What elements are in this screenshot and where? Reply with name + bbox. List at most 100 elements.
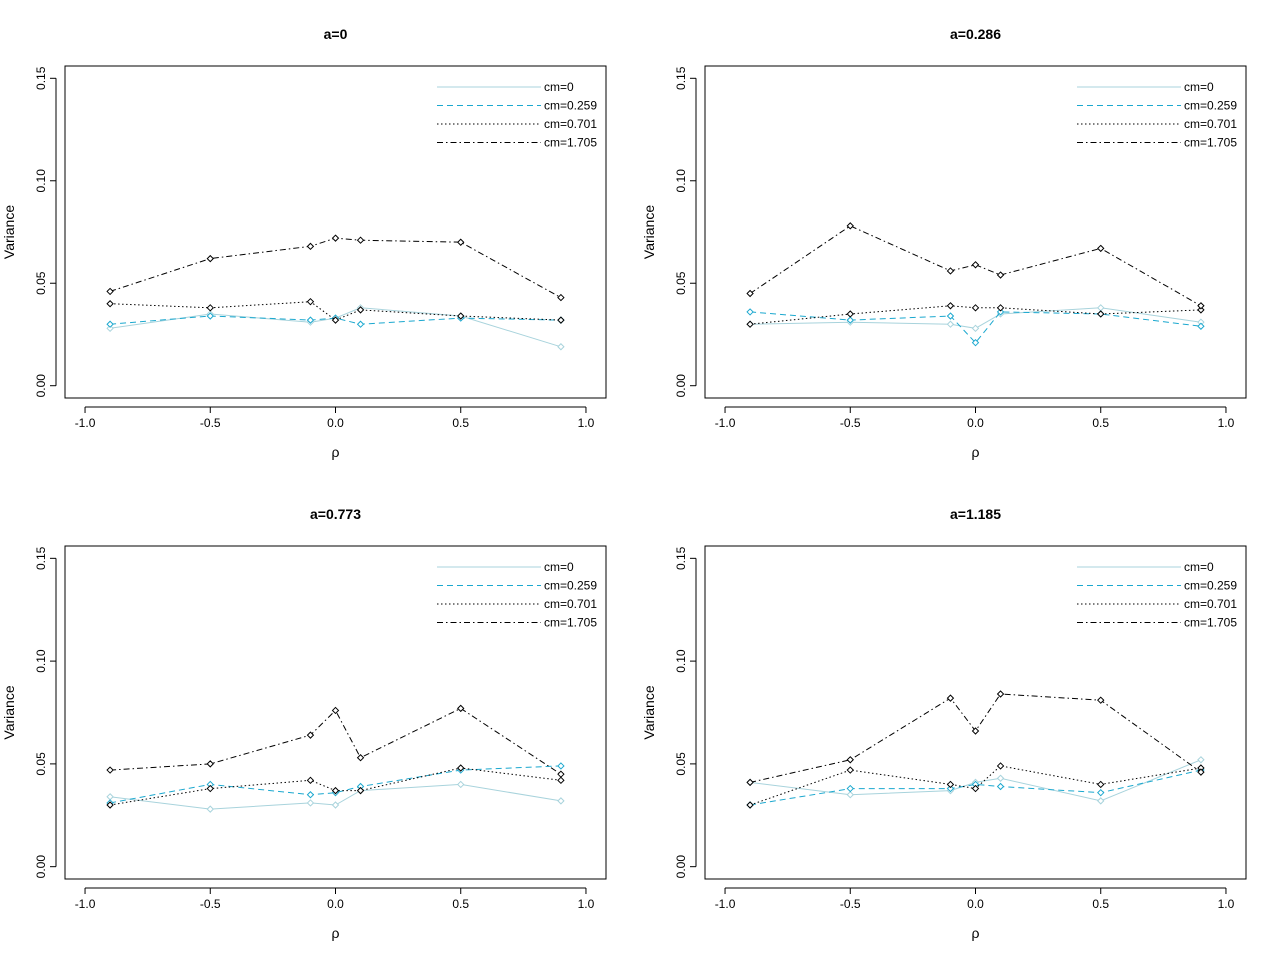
legend-label: cm=0.701 [1184,597,1237,611]
plot-frame [64,545,607,880]
data-point [306,242,315,251]
y-tick-label: 0.15 [674,66,688,90]
y-tick-label: 0.00 [34,855,48,879]
data-point [306,316,315,324]
legend-label: cm=0 [544,80,574,94]
data-point [1197,306,1205,314]
x-tick-label: 1.0 [1218,416,1235,430]
x-tick-label: 1.0 [578,416,595,430]
data-point [457,704,465,713]
data-point [746,801,754,809]
y-axis-label: Variance [1,685,17,739]
data-point [1197,302,1205,310]
data-point [356,754,365,762]
x-tick-label: -0.5 [840,416,861,430]
x-tick-label: 0.5 [1092,416,1109,430]
data-point [557,762,565,770]
data-point [1097,788,1105,797]
y-tick-label: 0.05 [674,752,688,776]
data-point [846,784,854,793]
data-point [746,778,754,787]
x-tick-label: 0.0 [967,897,984,911]
data-point [746,308,754,316]
series-line [110,765,561,804]
data-point [1097,310,1105,318]
y-tick-label: 0.10 [34,169,48,193]
data-point [946,302,955,310]
chart-title: a=1.185 [950,506,1001,522]
x-tick-label: -1.0 [75,897,96,911]
data-point [1097,304,1105,312]
data-point [1097,797,1105,805]
legend-label: cm=0.259 [544,99,597,113]
data-point [846,222,854,230]
data-point [106,801,114,809]
data-point [331,316,340,324]
series-line [110,307,562,348]
data-point [557,293,565,302]
x-axis-label: ρ [972,925,980,941]
y-tick-label: 0.15 [674,546,688,570]
series-line [110,767,561,806]
series-line [109,237,562,299]
data-point [946,780,955,789]
data-point [106,766,114,774]
data-point [206,304,214,312]
data-point [306,297,315,306]
x-tick-label: -1.0 [75,416,96,430]
y-tick-label: 0.15 [34,66,48,90]
y-tick-label: 0.00 [34,374,48,398]
y-tick-label: 0.10 [674,169,688,193]
legend-label: cm=0 [1184,560,1214,574]
y-axis-label: Variance [641,685,657,739]
legend-label: cm=0.259 [544,579,597,593]
chart-title: a=0.773 [310,506,361,522]
data-point [106,300,114,308]
data-point [306,799,315,807]
data-point [1097,780,1105,789]
data-point [996,782,1005,791]
x-tick-label: -0.5 [840,897,861,911]
y-tick-label: 0.10 [674,649,688,673]
data-point [971,304,980,312]
data-point [356,786,365,795]
chart-panel: a=1.185 -1.0 -0.5 0.0 0.5 1.0 ρ 0.00 0.05 0.10 0.1… [641,506,1247,941]
chart-panel: a=0.286 -1.0 -0.5 0.0 0.5 1.0 ρ 0.00 0.05 0.10 0.1… [641,26,1247,460]
data-point [106,320,114,328]
x-tick-label: 0.0 [327,416,344,430]
data-point [206,784,214,793]
data-point [946,267,955,275]
legend-label: cm=1.705 [544,136,597,150]
data-point [1197,322,1205,330]
x-tick-label: 0.5 [452,416,469,430]
data-point [331,786,340,795]
x-tick-label: 0.0 [327,897,344,911]
data-point [846,766,854,774]
data-point [1197,756,1205,764]
y-tick-label: 0.00 [674,374,688,398]
x-tick-label: -1.0 [715,416,736,430]
legend-label: cm=1.705 [1184,616,1237,630]
legend-label: cm=0.259 [1184,579,1237,593]
x-axis-label: ρ [332,444,340,460]
x-tick-label: -0.5 [200,897,221,911]
y-tick-label: 0.05 [674,271,688,295]
data-point [996,308,1005,316]
data-point [946,312,955,320]
data-point [106,287,114,296]
legend-label: cm=0.701 [544,117,597,131]
data-point [846,756,854,764]
y-tick-label: 0.05 [34,271,48,295]
y-tick-label: 0.15 [34,546,48,570]
data-point [306,791,315,799]
data-point [106,793,114,801]
data-point [946,694,955,702]
data-point [206,254,214,263]
data-point [457,238,465,246]
data-point [106,324,114,333]
data-point [1097,244,1105,253]
data-point [746,320,754,328]
chart-title: a=0.286 [950,26,1001,42]
x-tick-label: 1.0 [1218,897,1235,911]
